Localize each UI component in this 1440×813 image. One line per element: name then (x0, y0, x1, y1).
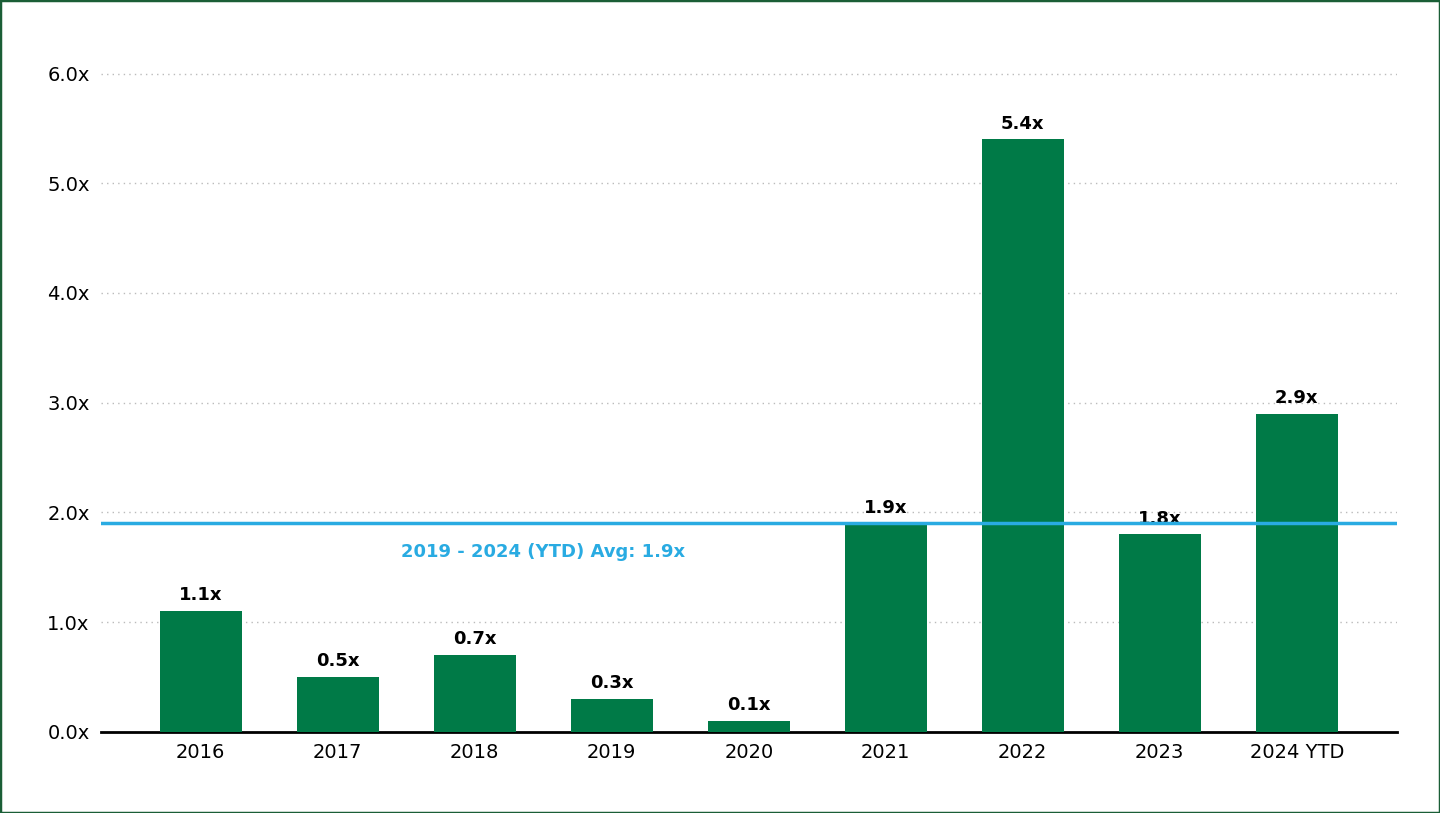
Text: 0.3x: 0.3x (590, 674, 634, 692)
Text: 1.8x: 1.8x (1138, 510, 1182, 528)
Text: 1.1x: 1.1x (179, 586, 223, 604)
Bar (570, 699, 652, 732)
Text: 5.4x: 5.4x (1001, 115, 1044, 133)
Bar (1256, 414, 1338, 732)
Text: 0.1x: 0.1x (727, 696, 770, 714)
Text: 2019 - 2024 (YTD) Avg: 1.9x: 2019 - 2024 (YTD) Avg: 1.9x (402, 543, 685, 561)
Bar (1119, 534, 1201, 732)
Bar (160, 611, 242, 732)
Bar (707, 721, 791, 732)
Bar (982, 139, 1064, 732)
Text: 0.7x: 0.7x (454, 630, 497, 648)
Bar (845, 524, 927, 732)
Bar (433, 655, 516, 732)
Text: 2.9x: 2.9x (1274, 389, 1319, 407)
Text: 0.5x: 0.5x (315, 652, 360, 670)
Bar (297, 677, 379, 732)
Text: 1.9x: 1.9x (864, 498, 907, 517)
